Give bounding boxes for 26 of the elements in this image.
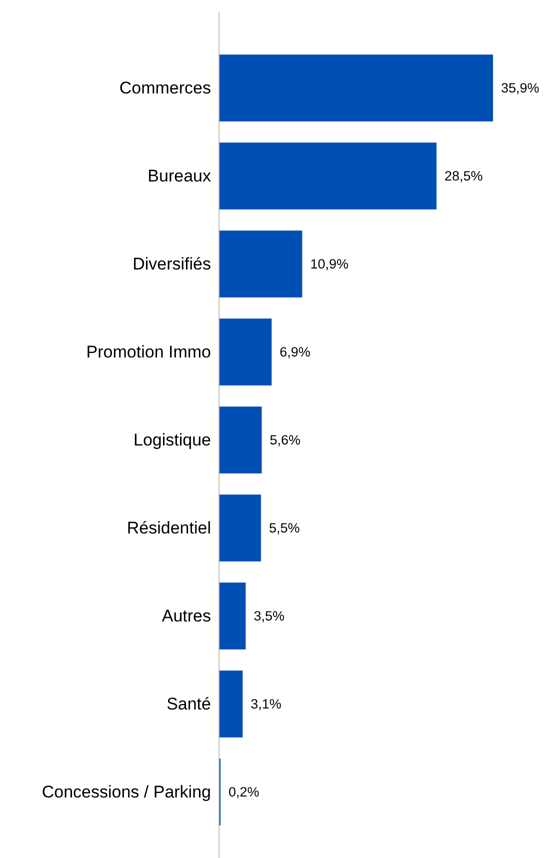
y-tick-label: Santé: [166, 694, 211, 714]
bar: [219, 142, 437, 210]
y-tick-label: Diversifiés: [132, 254, 211, 274]
bar: [219, 318, 272, 386]
bar: [219, 230, 302, 298]
y-tick-label: Bureaux: [148, 166, 212, 186]
y-tick-label: Commerces: [119, 78, 211, 98]
data-label: 0,2%: [228, 784, 260, 800]
data-label: 3,1%: [250, 696, 282, 712]
data-label: 6,9%: [280, 344, 310, 360]
y-tick-label: Promotion Immo: [86, 342, 211, 362]
y-tick-label: Autres: [162, 606, 211, 626]
bar: [219, 670, 243, 738]
data-label: 35,9%: [501, 80, 540, 96]
data-label: 10,9%: [310, 256, 348, 272]
data-label: 5,5%: [268, 520, 300, 536]
bar: [219, 494, 261, 562]
data-label: 3,5%: [254, 608, 284, 624]
y-tick-label: Concessions / Parking: [42, 782, 211, 802]
y-tick-label: Logistique: [133, 430, 211, 450]
data-label: 5,6%: [270, 432, 301, 448]
bar: [219, 406, 262, 474]
bar: [219, 582, 246, 650]
y-tick-label: Résidentiel: [126, 518, 211, 538]
data-label: 28,5%: [444, 168, 483, 184]
bar: [219, 54, 493, 122]
